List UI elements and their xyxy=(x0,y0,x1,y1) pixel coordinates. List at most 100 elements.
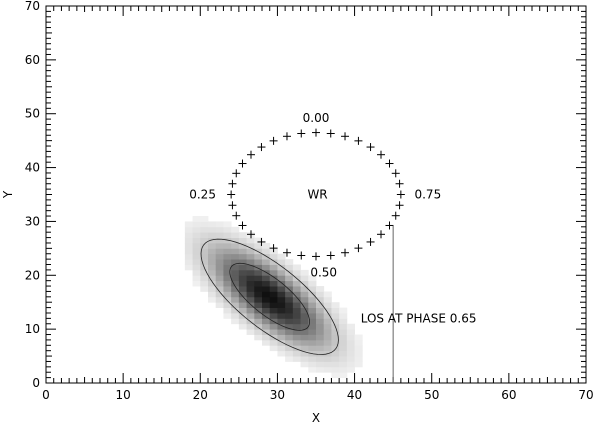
orbit-marker xyxy=(354,136,363,145)
heat-cell xyxy=(238,269,247,276)
heat-cell xyxy=(331,345,340,352)
heat-cell xyxy=(215,296,224,303)
heat-cell xyxy=(300,329,309,335)
heat-cell xyxy=(300,334,309,341)
heat-cell xyxy=(208,259,217,265)
heat-cell xyxy=(262,242,271,249)
heat-cell xyxy=(246,269,255,276)
heat-cell xyxy=(346,334,355,341)
y-axis-label: Y xyxy=(1,190,15,199)
heat-cell xyxy=(316,366,325,373)
orbit-marker xyxy=(232,169,241,178)
heat-cell xyxy=(262,323,271,330)
heat-cell xyxy=(208,275,217,282)
heat-cell xyxy=(254,323,263,330)
heat-cell xyxy=(246,323,255,330)
heat-cell xyxy=(269,345,278,352)
heat-cell xyxy=(215,264,224,271)
heat-cell xyxy=(238,242,247,249)
heat-cell xyxy=(231,307,240,314)
heat-cell xyxy=(300,302,309,308)
heat-cell xyxy=(231,302,240,308)
heat-cell xyxy=(308,318,317,325)
heat-cell xyxy=(254,242,263,249)
heat-cell xyxy=(254,307,263,314)
heat-cell xyxy=(354,339,363,346)
heat-cell xyxy=(208,226,217,233)
heat-cell xyxy=(292,345,301,352)
heat-cell xyxy=(192,253,201,260)
heat-cell xyxy=(285,269,294,276)
heat-cell xyxy=(316,350,325,357)
heat-cell xyxy=(285,312,294,319)
heat-cell xyxy=(300,307,309,314)
orbit-marker xyxy=(366,143,375,152)
orbit-marker xyxy=(326,129,335,138)
heat-cell xyxy=(292,280,301,287)
x-tick-label: 20 xyxy=(193,388,208,402)
heat-cell xyxy=(269,280,278,287)
heat-cell xyxy=(300,280,309,287)
heat-cell xyxy=(300,345,309,352)
heat-cell xyxy=(323,291,332,298)
orbit-marker xyxy=(232,211,241,220)
heat-cell xyxy=(346,366,355,373)
heat-cell xyxy=(277,275,286,282)
heat-cell xyxy=(223,280,232,287)
heat-cell xyxy=(208,253,217,260)
heat-cell xyxy=(354,345,363,352)
heat-cell xyxy=(323,345,332,352)
heat-cell xyxy=(277,286,286,292)
heat-cell xyxy=(262,291,271,298)
heat-cell xyxy=(200,216,209,222)
orbit-marker xyxy=(354,244,363,253)
heat-cell xyxy=(246,302,255,308)
heat-cell xyxy=(208,237,217,244)
orbit-marker xyxy=(257,143,266,152)
heat-cell xyxy=(269,275,278,282)
orbit-marker xyxy=(269,244,278,253)
heat-cell xyxy=(200,286,209,292)
heat-cell xyxy=(231,296,240,303)
heat-cell xyxy=(285,286,294,292)
heat-cell xyxy=(339,312,348,319)
heat-cell xyxy=(331,312,340,319)
heat-cell xyxy=(184,253,193,260)
heat-cell xyxy=(200,221,209,228)
heat-cell xyxy=(269,312,278,319)
heat-cell xyxy=(231,269,240,276)
heat-cell xyxy=(285,323,294,330)
heat-cell xyxy=(200,253,209,260)
heat-cell xyxy=(238,318,247,325)
heat-cell xyxy=(184,242,193,249)
heat-cell xyxy=(200,237,209,244)
heat-cell xyxy=(254,275,263,282)
y-tick-label: 10 xyxy=(25,322,40,336)
heat-cell xyxy=(300,339,309,346)
heat-cell xyxy=(300,286,309,292)
heat-cell xyxy=(246,296,255,303)
heat-cell xyxy=(231,318,240,325)
orbit-marker xyxy=(312,128,320,137)
heat-cell xyxy=(331,307,340,314)
heat-cell xyxy=(308,275,317,282)
orbit-markers xyxy=(227,128,405,261)
heat-cell xyxy=(269,307,278,314)
orbit-marker xyxy=(246,230,255,239)
heat-cell xyxy=(192,248,201,255)
heat-cell xyxy=(323,323,332,330)
heat-cell xyxy=(308,339,317,346)
y-tick-label: 50 xyxy=(25,107,40,121)
heat-cell xyxy=(246,237,255,244)
heat-cell xyxy=(285,329,294,335)
heat-cell xyxy=(300,350,309,357)
contour-line xyxy=(229,262,311,331)
heat-cell xyxy=(331,366,340,373)
heat-cell xyxy=(308,280,317,287)
orbit-marker xyxy=(312,252,320,261)
heat-cell xyxy=(184,264,193,271)
heat-cell xyxy=(231,237,240,244)
heat-cell xyxy=(308,291,317,298)
heat-cell xyxy=(215,286,224,292)
heat-cell xyxy=(262,275,271,282)
